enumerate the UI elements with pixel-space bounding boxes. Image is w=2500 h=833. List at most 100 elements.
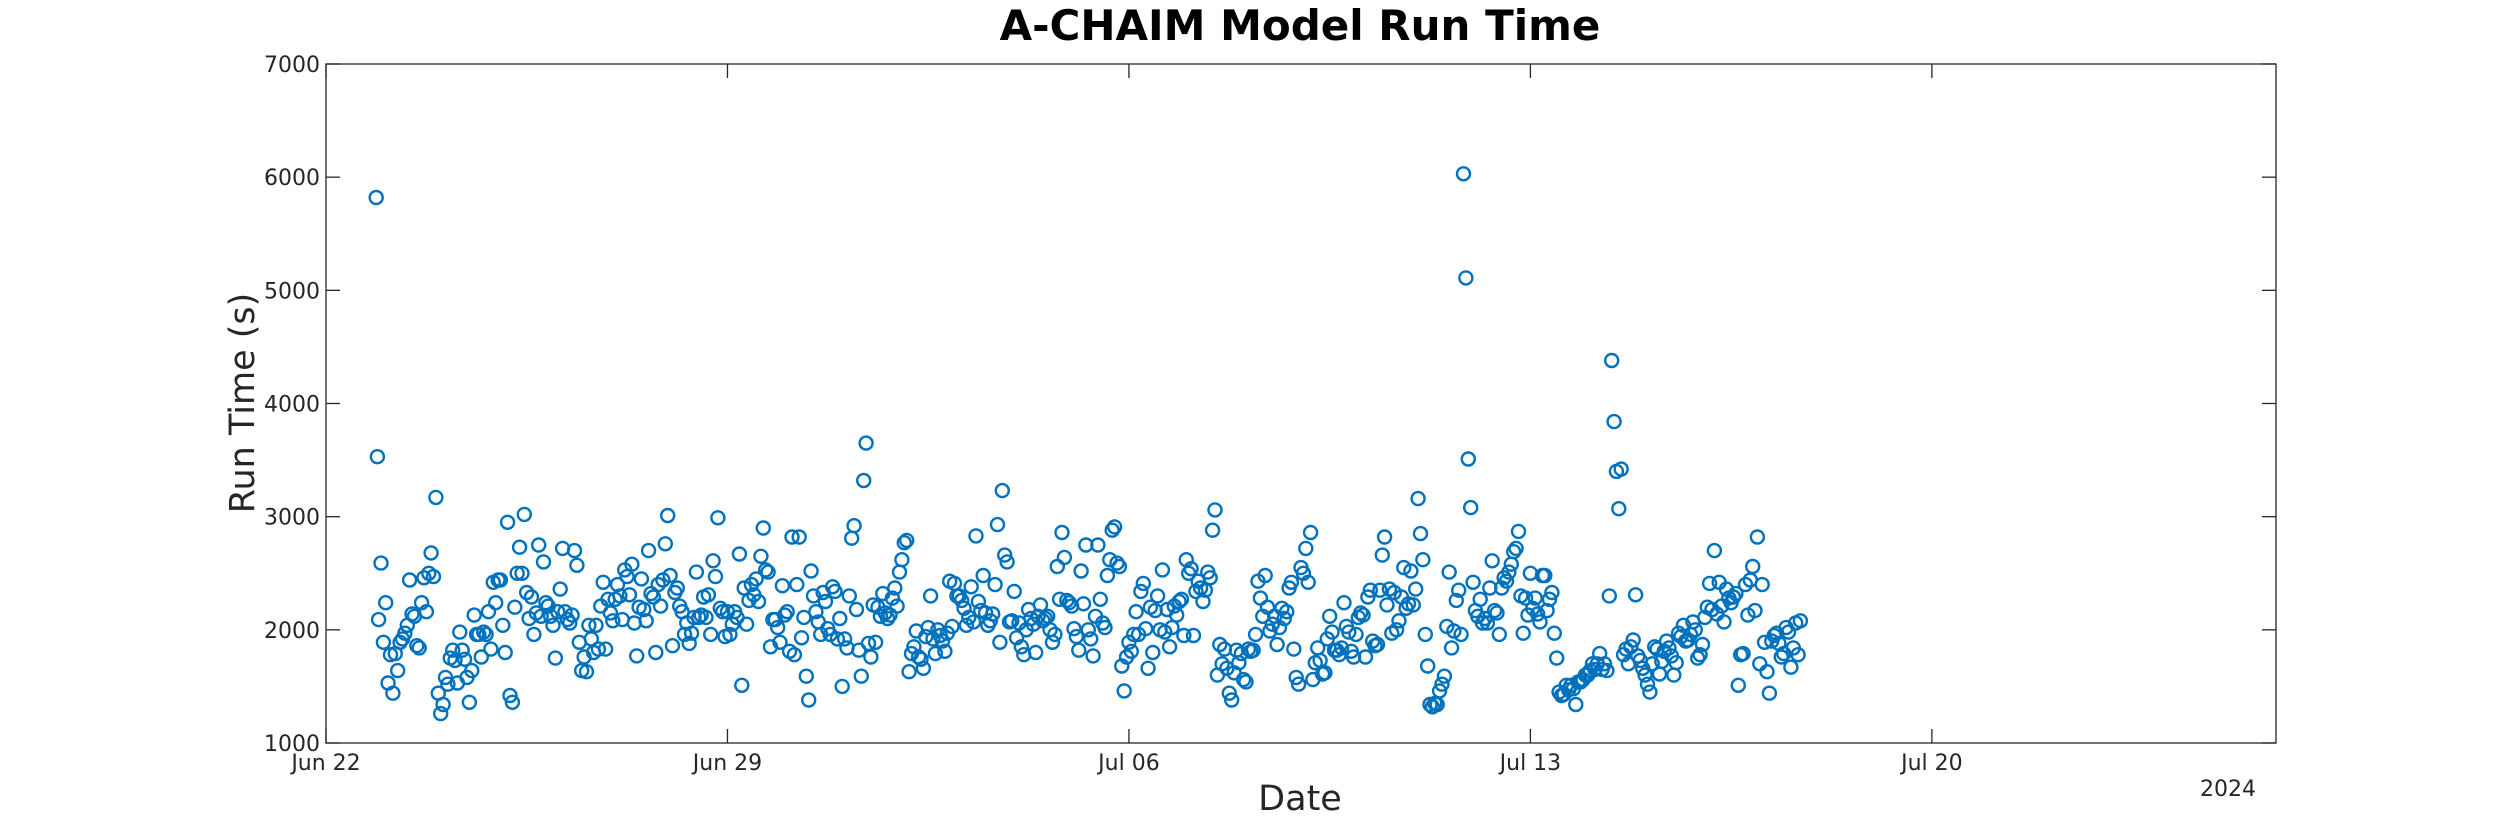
data-point bbox=[1434, 676, 1450, 692]
data-point bbox=[961, 609, 977, 626]
data-point bbox=[566, 542, 583, 559]
data-point bbox=[1047, 626, 1063, 643]
data-point bbox=[533, 608, 549, 624]
data-point bbox=[1410, 490, 1426, 507]
data-point bbox=[856, 472, 872, 489]
data-point bbox=[1661, 640, 1677, 656]
data-point bbox=[645, 589, 662, 605]
data-point bbox=[970, 593, 987, 610]
data-point bbox=[1503, 556, 1520, 572]
data-point bbox=[1207, 502, 1223, 518]
data-point bbox=[1247, 626, 1264, 643]
data-point bbox=[1537, 567, 1553, 584]
data-point bbox=[1300, 574, 1316, 590]
data-point bbox=[478, 626, 494, 643]
data-point bbox=[435, 696, 451, 713]
data-point bbox=[975, 567, 991, 584]
data-point bbox=[1716, 614, 1732, 630]
data-point bbox=[683, 625, 700, 641]
data-point bbox=[1235, 671, 1252, 688]
data-point bbox=[1379, 597, 1395, 613]
data-point bbox=[1321, 608, 1338, 624]
data-point bbox=[753, 548, 769, 564]
data-point bbox=[1462, 499, 1479, 516]
data-point bbox=[1625, 632, 1641, 648]
data-point bbox=[564, 607, 580, 623]
data-point bbox=[1517, 590, 1534, 606]
data-point bbox=[1231, 655, 1247, 671]
data-point bbox=[657, 536, 673, 552]
data-point bbox=[863, 649, 879, 665]
data-point bbox=[1111, 558, 1128, 575]
data-point bbox=[423, 545, 439, 561]
data-point bbox=[1701, 575, 1718, 592]
data-point bbox=[989, 516, 1006, 533]
data-point bbox=[504, 694, 521, 710]
data-point bbox=[1080, 622, 1097, 638]
data-point bbox=[1450, 582, 1467, 598]
data-point bbox=[1173, 591, 1190, 607]
data-point bbox=[899, 532, 915, 549]
data-point bbox=[578, 664, 595, 680]
data-point bbox=[1204, 522, 1221, 538]
data-point bbox=[418, 604, 435, 620]
data-point bbox=[789, 576, 805, 593]
data-point bbox=[858, 435, 874, 451]
data-point bbox=[1135, 575, 1152, 592]
data-point bbox=[1212, 636, 1228, 653]
data-point bbox=[638, 613, 654, 629]
data-point bbox=[492, 572, 509, 588]
data-point bbox=[545, 617, 561, 633]
data-point bbox=[1460, 451, 1477, 467]
data-point bbox=[1419, 658, 1436, 674]
data-point bbox=[1006, 583, 1022, 600]
data-point bbox=[758, 562, 774, 578]
data-point bbox=[1484, 553, 1500, 569]
data-point bbox=[784, 529, 800, 545]
data-point bbox=[1431, 683, 1448, 699]
data-point bbox=[1376, 529, 1393, 545]
data-point bbox=[1548, 650, 1565, 666]
data-point bbox=[1362, 582, 1379, 598]
data-point bbox=[612, 588, 628, 604]
data-point bbox=[779, 604, 795, 620]
data-point bbox=[499, 514, 516, 530]
data-point bbox=[452, 624, 468, 640]
data-point bbox=[1508, 540, 1524, 557]
data-point bbox=[461, 694, 478, 710]
data-point bbox=[772, 634, 788, 650]
data-point bbox=[1417, 626, 1434, 643]
data-point bbox=[1527, 590, 1543, 606]
data-point bbox=[1446, 623, 1462, 639]
data-point bbox=[965, 614, 982, 630]
data-point bbox=[707, 568, 724, 585]
data-point bbox=[1125, 626, 1142, 643]
data-point bbox=[793, 630, 810, 646]
data-point bbox=[502, 687, 518, 704]
data-point bbox=[456, 651, 473, 667]
data-point bbox=[1324, 624, 1340, 640]
data-point bbox=[1013, 639, 1030, 655]
data-point bbox=[1082, 631, 1099, 647]
data-point bbox=[1405, 597, 1422, 613]
y-tick-label: 7000 bbox=[264, 53, 320, 78]
data-point bbox=[597, 641, 614, 657]
data-point bbox=[1183, 561, 1199, 577]
data-point bbox=[370, 611, 387, 628]
data-point bbox=[1472, 591, 1488, 607]
data-point bbox=[698, 609, 714, 626]
data-point bbox=[891, 564, 908, 580]
y-tick-label: 4000 bbox=[264, 393, 320, 418]
data-point bbox=[985, 606, 1001, 622]
data-point bbox=[466, 607, 482, 623]
data-point bbox=[1606, 413, 1622, 430]
data-point bbox=[1388, 622, 1405, 638]
data-point bbox=[1161, 639, 1178, 655]
data-point bbox=[562, 615, 578, 631]
data-point bbox=[590, 641, 607, 657]
data-point bbox=[1627, 587, 1644, 603]
data-point bbox=[1317, 665, 1333, 681]
data-point bbox=[368, 189, 384, 206]
data-point bbox=[750, 593, 767, 610]
data-point bbox=[1666, 667, 1682, 683]
